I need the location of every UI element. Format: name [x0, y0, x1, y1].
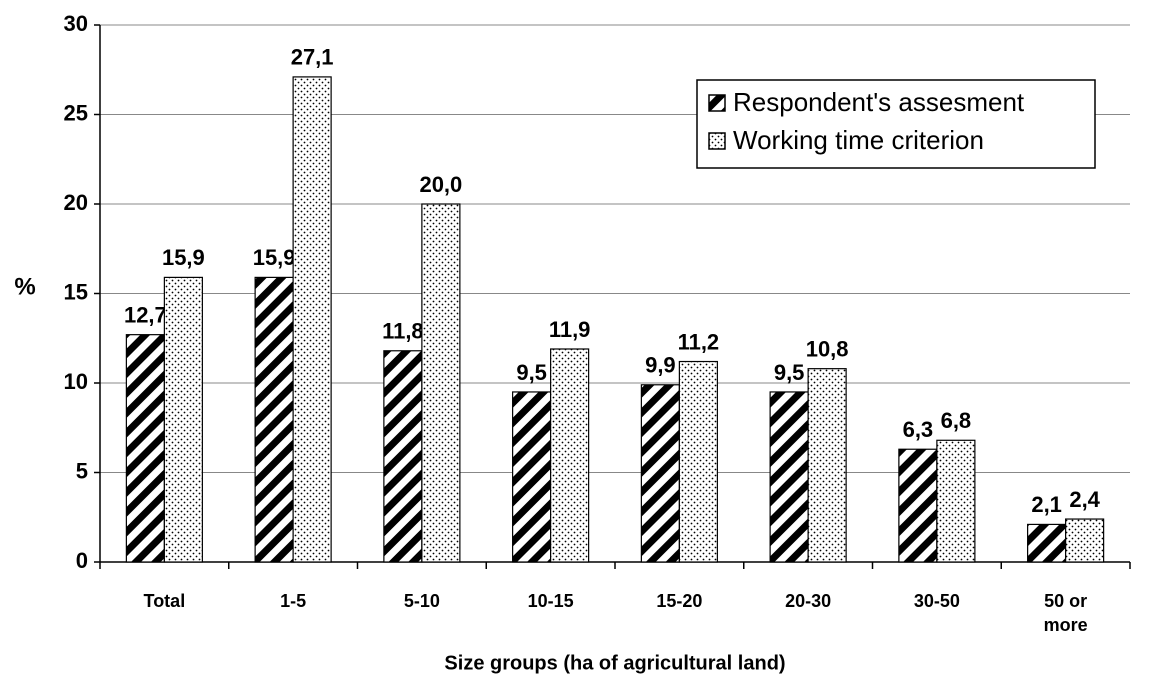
y-tick-label: 10 — [64, 369, 88, 394]
data-label: 11,9 — [549, 317, 591, 342]
bar — [421, 203, 461, 563]
x-axis-label: Size groups (ha of agricultural land) — [444, 652, 785, 674]
data-label: 10,8 — [806, 336, 849, 361]
y-axis-label: % — [14, 273, 35, 300]
data-label: 9,9 — [645, 353, 676, 378]
bar — [936, 439, 976, 563]
data-label: 9,5 — [774, 360, 805, 385]
data-label: 15,9 — [253, 245, 296, 270]
bar — [807, 368, 847, 563]
data-label: 2,1 — [1031, 492, 1062, 517]
data-label: 9,5 — [516, 360, 547, 385]
legend-swatch — [708, 94, 726, 112]
data-label: 2,4 — [1069, 487, 1100, 512]
y-tick-label: 25 — [64, 100, 88, 125]
x-tick-label: 5-10 — [403, 591, 440, 611]
data-label: 6,8 — [941, 408, 972, 433]
bar — [125, 334, 165, 563]
x-tick-label: 1-5 — [280, 591, 307, 611]
legend-label: Working time criterion — [733, 125, 984, 155]
y-tick-label: 0 — [76, 548, 88, 573]
bar — [163, 276, 203, 563]
data-label: 15,9 — [162, 245, 205, 270]
legend-label: Respondent's assesment — [733, 87, 1025, 117]
bar — [550, 348, 590, 563]
data-label: 11,2 — [678, 329, 720, 354]
y-tick-label: 15 — [64, 279, 88, 304]
bar — [769, 391, 809, 563]
legend-box — [696, 79, 1096, 169]
bar — [1027, 523, 1067, 563]
x-tick-label: 30-50 — [913, 591, 960, 611]
data-label: 20,0 — [419, 172, 462, 197]
legend-swatch — [708, 132, 726, 150]
x-tick-label: 10-15 — [527, 591, 574, 611]
bar — [254, 276, 294, 563]
bar — [898, 448, 938, 563]
x-tick-label: Total — [143, 591, 186, 611]
data-label: 12,7 — [124, 302, 167, 327]
bar — [678, 360, 718, 563]
x-tick-label: 50 or more — [1043, 591, 1088, 635]
data-label: 6,3 — [903, 417, 934, 442]
data-label: 27,1 — [291, 45, 334, 70]
bar — [292, 76, 332, 563]
data-label: 11,8 — [382, 319, 424, 344]
bar — [383, 350, 423, 563]
bar — [640, 384, 680, 563]
y-tick-label: 20 — [64, 190, 88, 215]
bar — [512, 391, 552, 563]
y-tick-label: 5 — [76, 458, 88, 483]
x-tick-label: 20-30 — [785, 591, 832, 611]
y-tick-label: 30 — [64, 11, 88, 36]
bar — [1065, 518, 1105, 563]
x-tick-label: 15-20 — [656, 591, 703, 611]
